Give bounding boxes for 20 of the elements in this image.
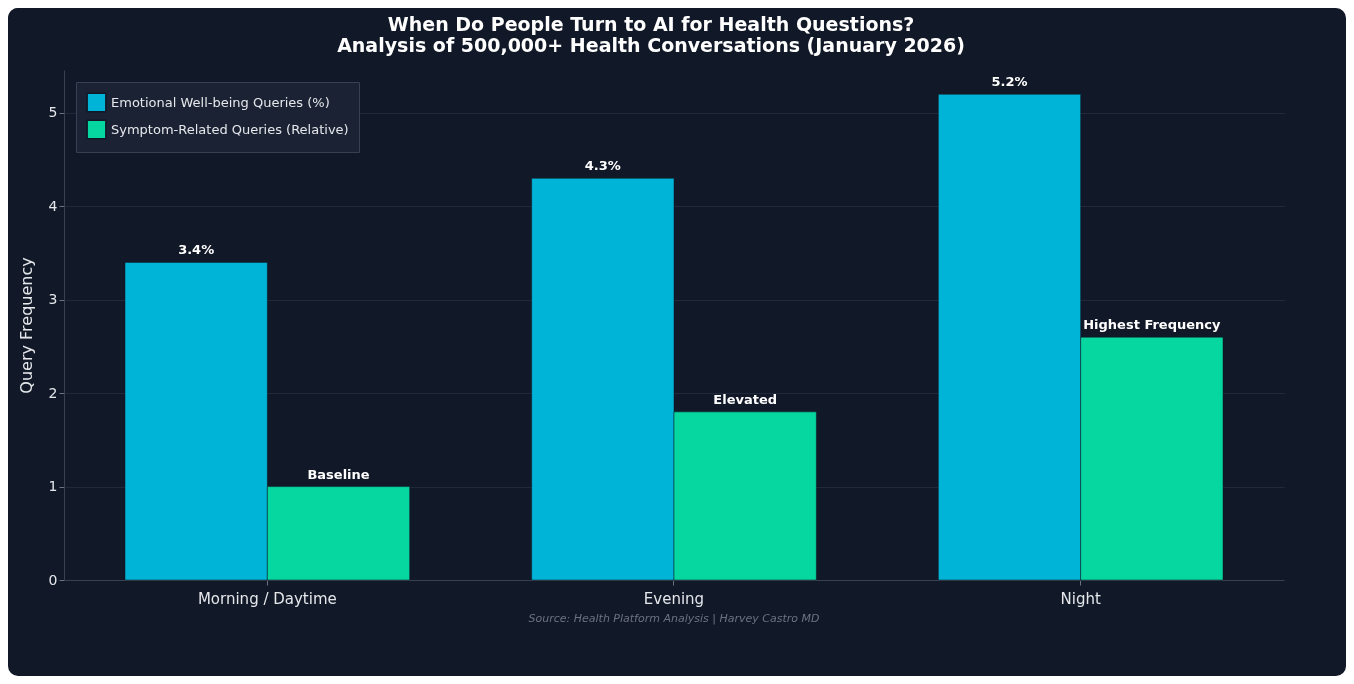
x-tick-label: Morning / Daytime: [197, 589, 337, 608]
legend-label: Emotional Well-being Queries (%): [111, 94, 330, 110]
data-label: 4.3%: [584, 158, 621, 174]
data-label: Baseline: [307, 466, 370, 482]
y-tick-label: 3: [48, 291, 58, 308]
source-note: Source: Health Platform Analysis | Harvey Castro MD: [528, 612, 820, 625]
x-tick-label: Night: [1060, 589, 1101, 608]
data-label: Highest Frequency: [1083, 317, 1221, 333]
chart-title: When Do People Turn to AI for Health Questions? Analysis of 500,000+ Health Conversations (January 2026): [337, 13, 965, 56]
data-label: 5.2%: [991, 74, 1028, 90]
data-label: 3.4%: [178, 242, 215, 258]
y-tick-label: 1: [48, 478, 58, 495]
data-label: Elevated: [713, 391, 778, 407]
y-tick-label: 2: [48, 384, 58, 401]
y-tick-label: 0: [48, 571, 58, 588]
y-axis-title: Query Frequency: [16, 257, 36, 394]
x-tick-label: Evening: [643, 589, 705, 608]
y-tick-label: 4: [48, 197, 58, 214]
y-tick-label: 5: [48, 104, 58, 121]
legend-label: Symptom-Related Queries (Relative): [111, 121, 349, 137]
